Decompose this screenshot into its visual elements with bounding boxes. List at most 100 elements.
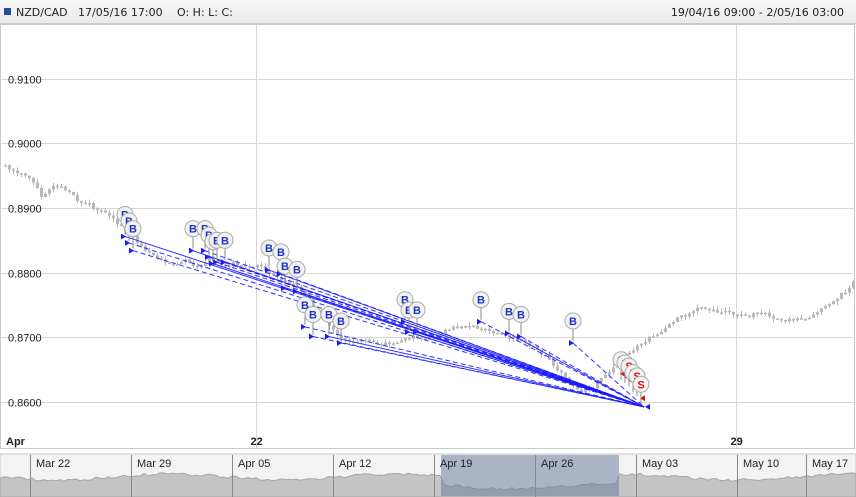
entry-arrow [221, 259, 226, 266]
candle-body [476, 325, 479, 329]
buy-marker-label: B [569, 316, 577, 328]
candle-body [164, 260, 167, 263]
candle-body [344, 338, 347, 340]
candle-body [756, 312, 759, 315]
trade-line [224, 261, 645, 408]
candle-body [148, 250, 151, 253]
candle-body [136, 236, 139, 244]
candle-body [360, 339, 363, 342]
buy-marker-label: B [337, 316, 345, 328]
candle-body [676, 317, 679, 322]
candle-body [784, 320, 787, 322]
candle-body [600, 378, 603, 382]
x-axis: Apr 22 29 [6, 436, 743, 448]
candle-body [752, 313, 755, 318]
candle-body [204, 262, 207, 266]
candle-body [268, 270, 271, 274]
candle-body [828, 304, 831, 307]
candle-body [236, 261, 239, 266]
candle-body [336, 329, 339, 336]
trade-line [340, 342, 645, 408]
candle-body [88, 203, 91, 205]
candle-body [824, 306, 827, 309]
candle-body [612, 367, 615, 373]
candle-body [848, 287, 851, 293]
candle-body [288, 280, 291, 284]
candle-body [20, 173, 23, 175]
candle-body [772, 316, 775, 319]
candle-body [192, 262, 195, 266]
grid-lines [1, 25, 854, 448]
candle-body [152, 252, 155, 256]
candle-body [552, 359, 555, 366]
navigator-label: May 10 [743, 458, 779, 470]
buy-marker-label: B [477, 295, 485, 307]
candle-body [384, 342, 387, 346]
candle-body [780, 319, 783, 321]
entry-arrow [265, 267, 270, 274]
candle-body [692, 311, 695, 314]
candle-body [472, 325, 475, 328]
candle-body [72, 191, 75, 196]
entry-arrow [189, 247, 194, 254]
entry-arrow [505, 330, 510, 337]
candle-body [760, 312, 763, 315]
entry-arrow [281, 285, 286, 292]
candle-body [464, 326, 467, 328]
candle-body [480, 328, 483, 331]
entry-arrow [405, 329, 410, 336]
candle-body [484, 328, 487, 331]
candle-body [140, 243, 143, 246]
navigator-label: May 17 [812, 458, 848, 470]
buy-marker-label: B [413, 305, 421, 317]
candle-body [36, 182, 39, 189]
candle-body [92, 203, 95, 209]
candle-body [272, 273, 275, 275]
candle-body [228, 264, 231, 267]
candle-body [632, 350, 635, 353]
y-tick-label: 0.8600 [8, 398, 42, 410]
candle-body [468, 326, 471, 328]
trade-line [480, 321, 645, 408]
candle-body [540, 349, 543, 355]
candle-body [120, 224, 123, 226]
candle-body [368, 339, 371, 342]
trade-line [328, 336, 645, 408]
trade-line [508, 332, 645, 408]
candle-body [712, 309, 715, 312]
buy-marker-bubble [288, 260, 306, 278]
candle-body [196, 265, 199, 268]
candle-body [404, 338, 407, 341]
candle-body [844, 292, 847, 295]
buy-marker-label: B [129, 224, 137, 236]
candle-body [84, 202, 87, 205]
candle-body [248, 266, 251, 268]
y-axis: 0.9100 0.9000 0.8900 0.8800 0.8700 0.8600 [8, 75, 42, 410]
candle-body [108, 212, 111, 216]
candle-body [244, 265, 247, 267]
buy-marker-label: B [189, 224, 197, 236]
candle-body [8, 165, 11, 170]
plot-frame [0, 24, 855, 449]
candle-body [648, 336, 651, 342]
entry-arrow [301, 323, 306, 330]
candle-body [728, 310, 731, 313]
candle-body [408, 338, 411, 340]
candle-body [800, 318, 803, 320]
entry-arrow [401, 318, 406, 325]
buy-marker-label: B [505, 306, 513, 318]
candle-body [696, 307, 699, 312]
entry-arrow [337, 340, 342, 347]
buy-marker-label: B [221, 235, 229, 247]
candle-body [832, 301, 835, 305]
x-tick-label: 29 [731, 436, 743, 448]
candle-body [732, 311, 735, 315]
candle-body [232, 261, 235, 265]
sell-marker-label: S [637, 379, 644, 391]
navigator[interactable]: Mar 22 Mar 29 Apr 05 Apr 12 Apr 19 Apr 26 May … [0, 453, 856, 497]
candle-body [376, 342, 379, 344]
candle-body [816, 312, 819, 315]
candle-body [560, 370, 563, 373]
y-tick-label: 0.8800 [8, 269, 42, 281]
